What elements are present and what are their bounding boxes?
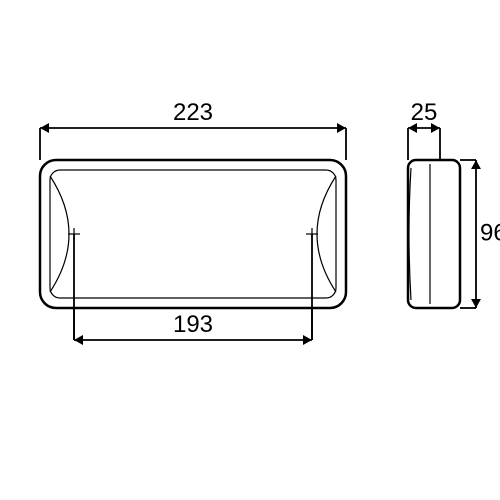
front-arc-right xyxy=(317,176,336,292)
arrow-head xyxy=(471,299,481,308)
front-arc-left xyxy=(50,176,69,292)
arrow-head xyxy=(471,160,481,169)
front-inner xyxy=(50,170,336,298)
dim-25-label: 25 xyxy=(411,99,438,126)
arrow-head xyxy=(337,123,346,133)
side-front-curve xyxy=(409,168,411,300)
side-outer xyxy=(408,160,460,308)
dim-223-label: 223 xyxy=(173,99,213,126)
arrow-head xyxy=(74,335,83,345)
arrow-head xyxy=(40,123,49,133)
arrow-head xyxy=(303,335,312,345)
dim-96-label: 96 xyxy=(480,219,500,246)
dim-193-label: 193 xyxy=(173,311,213,338)
front-outer xyxy=(40,160,346,308)
